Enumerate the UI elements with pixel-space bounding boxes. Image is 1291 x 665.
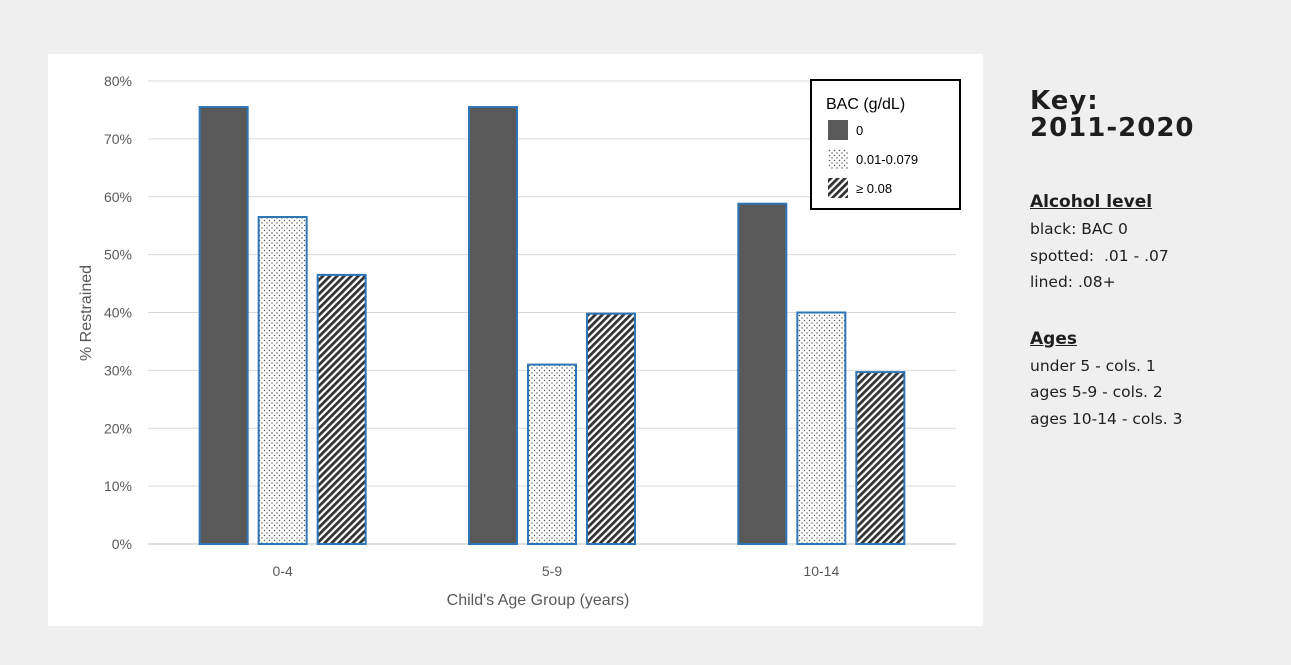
alcohol-level-section: Alcohol level black: BAC 0 spotted: .01 … — [1030, 192, 1280, 296]
y-tick-label: 10% — [104, 478, 132, 494]
legend-entry: 0 — [856, 123, 863, 138]
x-tick-label: 10-14 — [803, 563, 839, 579]
alcohol-line: spotted: .01 - .07 — [1030, 246, 1169, 265]
x-tick-label: 5-9 — [542, 563, 562, 579]
x-tick-labels: 0-4 5-9 10-14 — [273, 563, 840, 579]
legend-entry: ≥ 0.08 — [856, 181, 892, 196]
ages-line: under 5 - cols. 1 — [1030, 356, 1156, 375]
y-tick-label: 30% — [104, 362, 132, 378]
bar-10-14-series-1 — [796, 311, 847, 545]
y-tick-label: 60% — [104, 189, 132, 205]
bar-0-4-series-2 — [316, 273, 367, 545]
alcohol-level-title: Alcohol level — [1030, 192, 1153, 212]
bars — [198, 106, 906, 545]
y-tick-label: 0% — [112, 536, 132, 552]
key-panel: Key: 2011-2020 Alcohol level black: BAC … — [1030, 88, 1280, 432]
key-title-line1: Key: — [1030, 86, 1099, 116]
bar-0-4-series-0 — [198, 106, 249, 545]
bar-0-4-series-1 — [257, 216, 308, 545]
bar-chart: 0% 10% 20% 30% 40% 50% 60% 70% 80% 0-4 5-9 10-14 C… — [78, 73, 961, 609]
y-axis-title: % Restrained — [78, 265, 95, 361]
ages-section: Ages under 5 - cols. 1 ages 5-9 - cols. … — [1030, 329, 1280, 433]
ages-line: ages 5-9 - cols. 2 — [1030, 383, 1163, 401]
x-tick-label: 0-4 — [273, 563, 293, 579]
legend-swatch — [828, 178, 848, 198]
key-title-line2: 2011-2020 — [1030, 113, 1195, 143]
bar-10-14-series-0 — [737, 202, 788, 545]
ages-line: ages 10-14 - cols. 3 — [1030, 409, 1183, 428]
legend-swatch — [828, 120, 848, 140]
chart-card: 0% 10% 20% 30% 40% 50% 60% 70% 80% 0-4 5-9 10-14 C… — [48, 54, 983, 626]
y-tick-label: 20% — [104, 420, 132, 436]
legend-title: BAC (g/dL) — [826, 96, 905, 113]
y-tick-label: 70% — [104, 131, 132, 147]
bar-10-14-series-2 — [855, 371, 906, 545]
alcohol-line: black: BAC 0 — [1030, 220, 1128, 238]
key-title: Key: 2011-2020 — [1030, 88, 1280, 142]
alcohol-line: lined: .08+ — [1030, 273, 1116, 291]
y-tick-label: 50% — [104, 247, 132, 263]
y-tick-labels: 0% 10% 20% 30% 40% 50% 60% 70% 80% — [104, 73, 132, 552]
y-tick-label: 40% — [104, 305, 132, 321]
legend-entry: 0.01-0.079 — [856, 152, 918, 167]
ages-title: Ages — [1030, 328, 1077, 349]
bar-5-9-series-0 — [468, 106, 518, 545]
legend: BAC (g/dL) 0 0.01-0.079 ≥ 0.08 — [810, 79, 961, 210]
legend-swatch — [828, 149, 848, 169]
x-axis-title: Child's Age Group (years) — [447, 592, 630, 609]
y-tick-label: 80% — [104, 73, 132, 89]
bar-5-9-series-1 — [527, 363, 577, 545]
bar-5-9-series-2 — [586, 312, 636, 545]
